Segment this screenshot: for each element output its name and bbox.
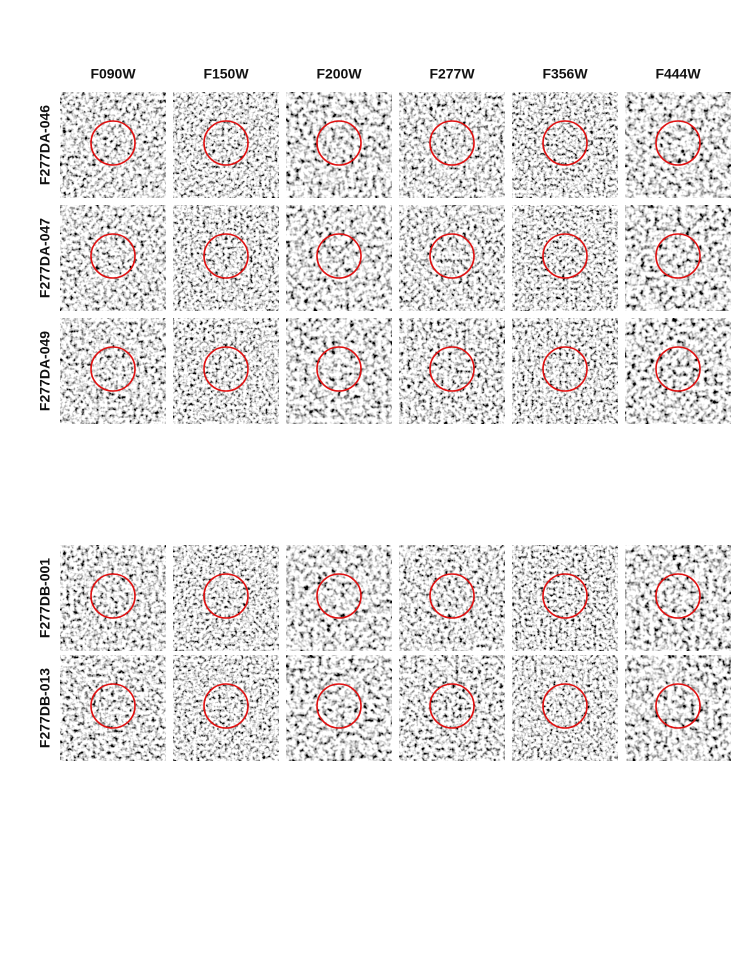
cutout-image bbox=[60, 655, 166, 761]
aperture-circle bbox=[542, 573, 588, 619]
aperture-circle bbox=[542, 233, 588, 279]
cutout-image bbox=[173, 205, 279, 311]
aperture-circle bbox=[316, 346, 362, 392]
cutout-image bbox=[173, 655, 279, 761]
aperture-circle bbox=[90, 683, 136, 729]
cutout-image bbox=[625, 318, 731, 424]
row-label: F277DB-013 bbox=[37, 668, 53, 748]
cutout-image bbox=[512, 205, 618, 311]
aperture-circle bbox=[542, 683, 588, 729]
aperture-circle bbox=[203, 683, 249, 729]
cutout-image bbox=[399, 545, 505, 651]
row-label: F277DA-049 bbox=[37, 331, 53, 411]
cutout-image bbox=[60, 318, 166, 424]
cutout-image bbox=[399, 318, 505, 424]
column-label: F277W bbox=[429, 66, 475, 82]
aperture-circle bbox=[542, 346, 588, 392]
cutout-image bbox=[173, 318, 279, 424]
cutout-image bbox=[399, 205, 505, 311]
aperture-circle bbox=[316, 683, 362, 729]
aperture-circle bbox=[316, 120, 362, 166]
cutout-image bbox=[399, 655, 505, 761]
cutout-image bbox=[625, 545, 731, 651]
aperture-circle bbox=[429, 120, 475, 166]
aperture-circle bbox=[90, 346, 136, 392]
aperture-circle bbox=[655, 233, 701, 279]
cutout-image bbox=[286, 92, 392, 198]
cutout-image bbox=[286, 545, 392, 651]
aperture-circle bbox=[203, 120, 249, 166]
cutout-image bbox=[60, 545, 166, 651]
column-label: F150W bbox=[203, 66, 249, 82]
cutout-image bbox=[286, 655, 392, 761]
row-label: F277DB-001 bbox=[37, 558, 53, 638]
cutout-image bbox=[286, 205, 392, 311]
aperture-circle bbox=[655, 120, 701, 166]
aperture-circle bbox=[429, 346, 475, 392]
aperture-circle bbox=[429, 233, 475, 279]
aperture-circle bbox=[429, 683, 475, 729]
cutout-image bbox=[286, 318, 392, 424]
aperture-circle bbox=[203, 346, 249, 392]
row-label: F277DA-046 bbox=[37, 105, 53, 185]
cutout-image bbox=[60, 92, 166, 198]
cutout-image bbox=[60, 205, 166, 311]
cutout-image bbox=[512, 318, 618, 424]
column-label: F090W bbox=[90, 66, 136, 82]
aperture-circle bbox=[429, 573, 475, 619]
cutout-image bbox=[625, 92, 731, 198]
cutout-image bbox=[399, 92, 505, 198]
aperture-circle bbox=[90, 573, 136, 619]
aperture-circle bbox=[316, 233, 362, 279]
cutout-image bbox=[512, 655, 618, 761]
aperture-circle bbox=[655, 573, 701, 619]
cutout-image bbox=[625, 205, 731, 311]
column-label: F444W bbox=[655, 66, 701, 82]
column-label: F200W bbox=[316, 66, 362, 82]
aperture-circle bbox=[203, 233, 249, 279]
aperture-circle bbox=[90, 233, 136, 279]
aperture-circle bbox=[655, 683, 701, 729]
cutout-image bbox=[512, 92, 618, 198]
cutout-image bbox=[512, 545, 618, 651]
aperture-circle bbox=[90, 120, 136, 166]
row-label: F277DA-047 bbox=[37, 218, 53, 298]
cutout-image bbox=[625, 655, 731, 761]
cutout-image bbox=[173, 92, 279, 198]
column-label: F356W bbox=[542, 66, 588, 82]
aperture-circle bbox=[542, 120, 588, 166]
aperture-circle bbox=[316, 573, 362, 619]
aperture-circle bbox=[655, 346, 701, 392]
aperture-circle bbox=[203, 573, 249, 619]
cutout-image bbox=[173, 545, 279, 651]
